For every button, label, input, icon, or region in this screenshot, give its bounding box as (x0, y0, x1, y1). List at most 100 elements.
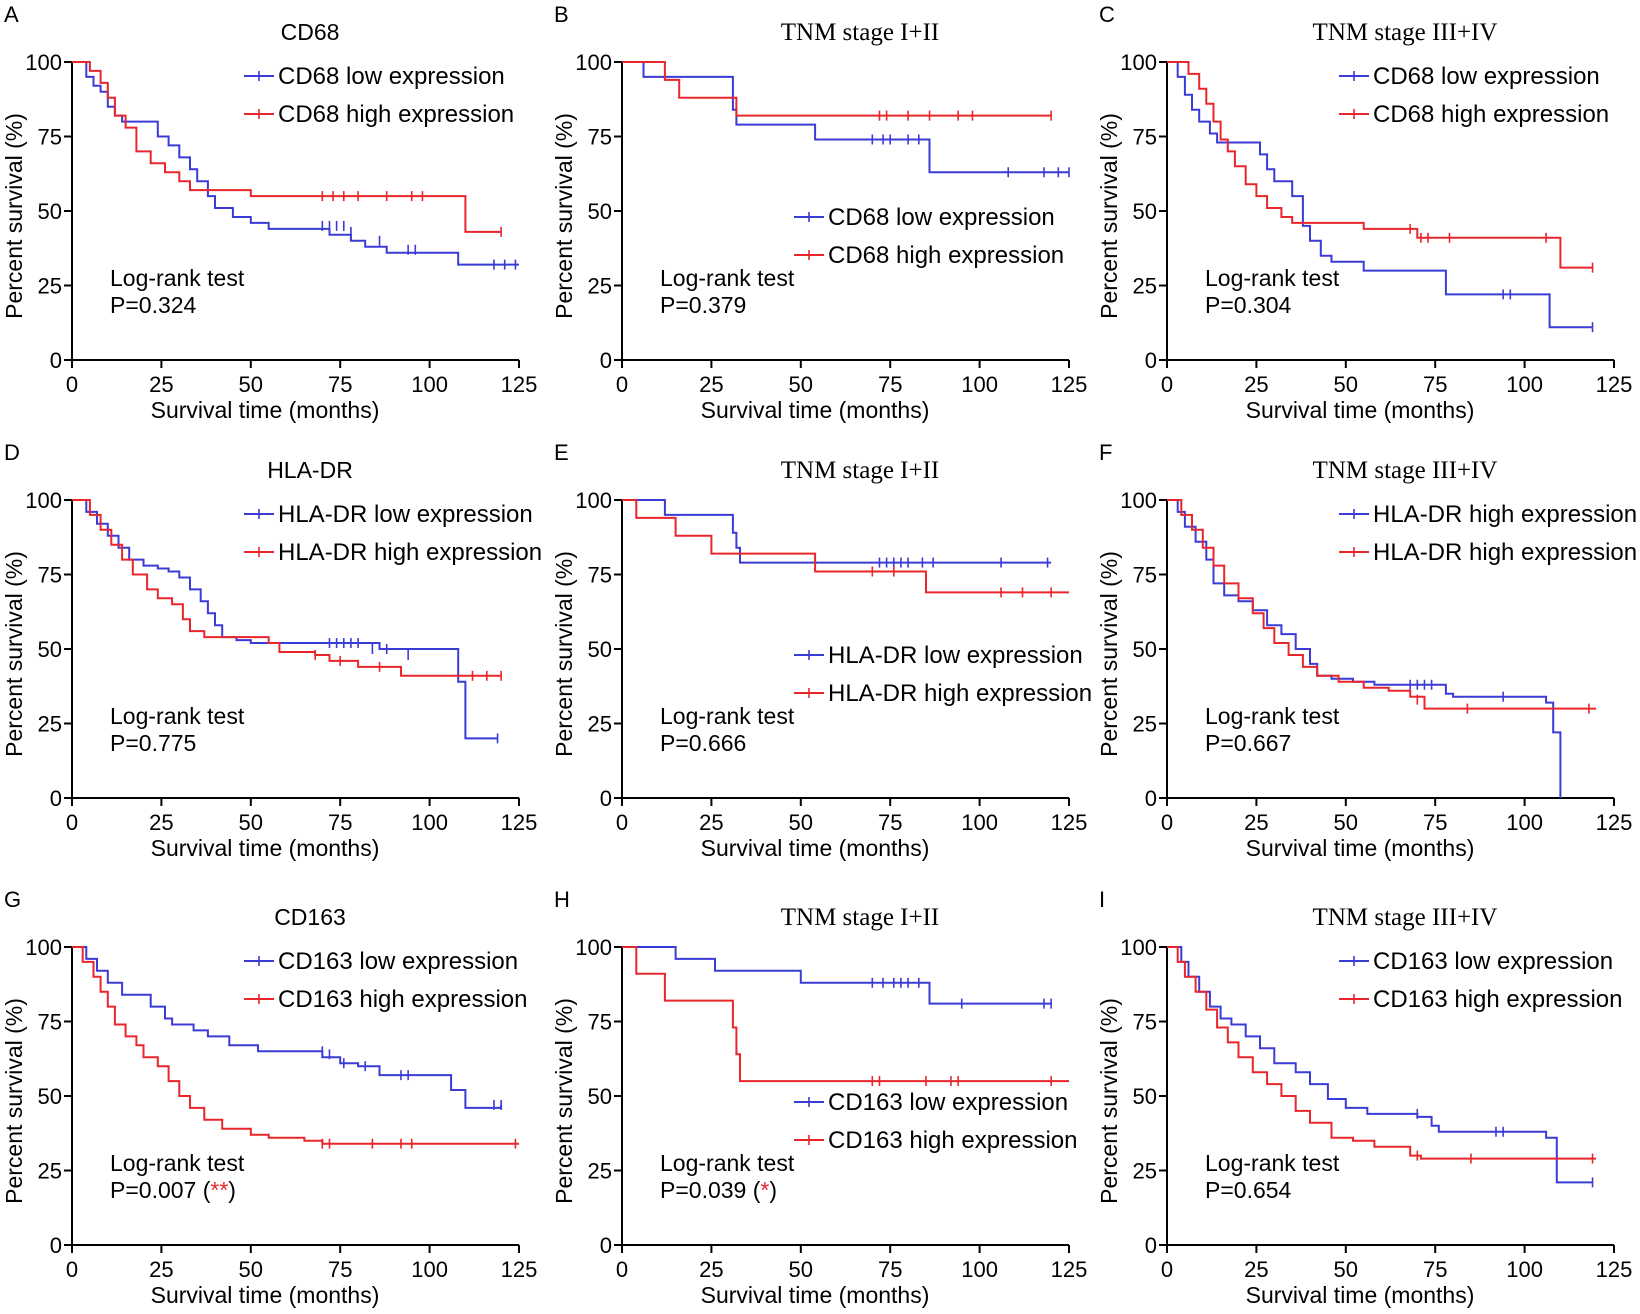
y-axis-label: Percent survival (%) (551, 998, 577, 1204)
legend-label: CD163 high expression (1373, 986, 1622, 1013)
y-tick-label: 75 (1133, 563, 1157, 588)
panel-letter: C (1099, 2, 1115, 27)
x-tick-label: 50 (789, 372, 813, 397)
x-tick-label: 75 (328, 810, 352, 835)
legend-label: CD163 low expression (278, 948, 518, 975)
x-tick-label: 50 (239, 372, 263, 397)
x-tick-label: 100 (411, 1257, 448, 1282)
y-tick-label: 50 (1133, 199, 1157, 224)
panel-letter: D (4, 440, 20, 465)
y-axis-label: Percent survival (%) (1, 551, 27, 757)
legend-label: CD68 low expression (278, 63, 505, 90)
y-tick-label: 0 (600, 786, 612, 811)
legend-label: HLA-DR high expression (278, 539, 542, 566)
p-value: P=0.775 (110, 730, 196, 756)
y-tick-label: 75 (588, 563, 612, 588)
x-axis-label: Survival time (months) (151, 835, 380, 861)
y-tick-label: 50 (1133, 1084, 1157, 1109)
p-value: P=0.007 (**) (110, 1177, 236, 1203)
x-tick-label: 50 (239, 1257, 263, 1282)
test-label: Log-rank test (110, 265, 245, 291)
y-tick-label: 0 (50, 786, 62, 811)
y-tick-label: 100 (1120, 488, 1157, 513)
survival-curve-high (72, 946, 519, 1145)
y-tick-label: 25 (1133, 274, 1157, 299)
y-tick-label: 25 (38, 1159, 62, 1184)
legend-label: HLA-DR low expression (828, 642, 1083, 669)
y-axis-label: Percent survival (%) (1096, 551, 1122, 757)
p-value-text: P=0.039 ( (660, 1177, 761, 1203)
p-value-text: P=0.666 (660, 730, 746, 756)
y-tick-label: 50 (588, 1084, 612, 1109)
legend-label: CD163 low expression (1373, 948, 1613, 975)
survival-curve-high (1167, 61, 1593, 269)
survival-curve-high (1167, 499, 1597, 710)
p-value-close: ) (769, 1177, 777, 1203)
survival-curve-high (622, 61, 1052, 117)
chart-title: TNM stage III+IV (1313, 457, 1498, 484)
x-axis-label: Survival time (months) (1246, 835, 1475, 861)
test-label: Log-rank test (1205, 265, 1340, 291)
legend-label: CD163 high expression (278, 986, 527, 1013)
y-tick-label: 50 (38, 637, 62, 662)
x-tick-label: 100 (411, 372, 448, 397)
x-axis-label: Survival time (months) (1246, 1282, 1475, 1308)
x-tick-label: 25 (699, 810, 723, 835)
survival-curve-high (622, 946, 1069, 1083)
test-label: Log-rank test (660, 1150, 795, 1176)
y-tick-label: 75 (588, 125, 612, 150)
x-tick-label: 50 (1334, 810, 1358, 835)
x-tick-label: 125 (1051, 1257, 1088, 1282)
x-tick-label: 0 (616, 372, 628, 397)
y-tick-label: 0 (600, 1233, 612, 1258)
panel-letter: F (1099, 440, 1112, 465)
y-tick-label: 0 (1145, 1233, 1157, 1258)
survival-curve-high (72, 61, 502, 233)
chart-title: CD163 (274, 904, 346, 930)
panel-letter: E (554, 440, 569, 465)
y-tick-label: 75 (38, 1010, 62, 1035)
x-tick-label: 25 (1244, 372, 1268, 397)
x-axis-label: Survival time (months) (701, 835, 930, 861)
panel-letter: H (554, 887, 570, 912)
survival-curve-low (72, 499, 498, 740)
legend-label: CD163 high expression (828, 1127, 1077, 1154)
panel-letter: B (554, 2, 569, 27)
panel-b: B TNM stage I+II 0 25 50 75 100 0 25 50 75 100 125 Su… (551, 2, 1087, 423)
y-tick-label: 75 (1133, 1010, 1157, 1035)
panel-i: I TNM stage III+IV 0 25 50 75 100 0 25 50 75 100 125… (1096, 887, 1632, 1308)
significance-stars: * (760, 1177, 769, 1203)
y-axis-label: Percent survival (%) (551, 551, 577, 757)
x-tick-label: 75 (328, 372, 352, 397)
y-tick-label: 25 (588, 712, 612, 737)
x-tick-label: 125 (1596, 810, 1633, 835)
y-tick-label: 25 (38, 274, 62, 299)
y-tick-label: 0 (1145, 786, 1157, 811)
x-axis-label: Survival time (months) (701, 1282, 930, 1308)
p-value: P=0.667 (1205, 730, 1291, 756)
x-tick-label: 50 (239, 810, 263, 835)
x-tick-label: 125 (501, 372, 538, 397)
panel-e: E TNM stage I+II 0 25 50 75 100 0 25 50 75 100 125 Su… (551, 440, 1092, 861)
x-tick-label: 75 (878, 810, 902, 835)
p-value: P=0.666 (660, 730, 746, 756)
panel-f: F TNM stage III+IV 0 25 50 75 100 0 25 50 75 100 125… (1096, 440, 1637, 861)
y-axis-label: Percent survival (%) (1096, 998, 1122, 1204)
survival-curve-high (1167, 946, 1597, 1160)
legend-label: CD68 high expression (828, 242, 1064, 269)
panel-letter: A (4, 2, 19, 27)
test-label: Log-rank test (1205, 1150, 1340, 1176)
y-tick-label: 75 (38, 563, 62, 588)
legend-label: HLA-DR high expression (1373, 501, 1637, 528)
survival-curve-low (72, 946, 503, 1109)
y-tick-label: 0 (1145, 348, 1157, 373)
legend-label: CD163 low expression (828, 1089, 1068, 1116)
y-tick-label: 50 (1133, 637, 1157, 662)
test-label: Log-rank test (110, 703, 245, 729)
y-tick-label: 25 (1133, 1159, 1157, 1184)
x-tick-label: 125 (501, 1257, 538, 1282)
chart-title: TNM stage III+IV (1313, 19, 1498, 46)
x-tick-label: 50 (1334, 1257, 1358, 1282)
legend-label: HLA-DR low expression (278, 501, 533, 528)
x-tick-label: 50 (789, 810, 813, 835)
